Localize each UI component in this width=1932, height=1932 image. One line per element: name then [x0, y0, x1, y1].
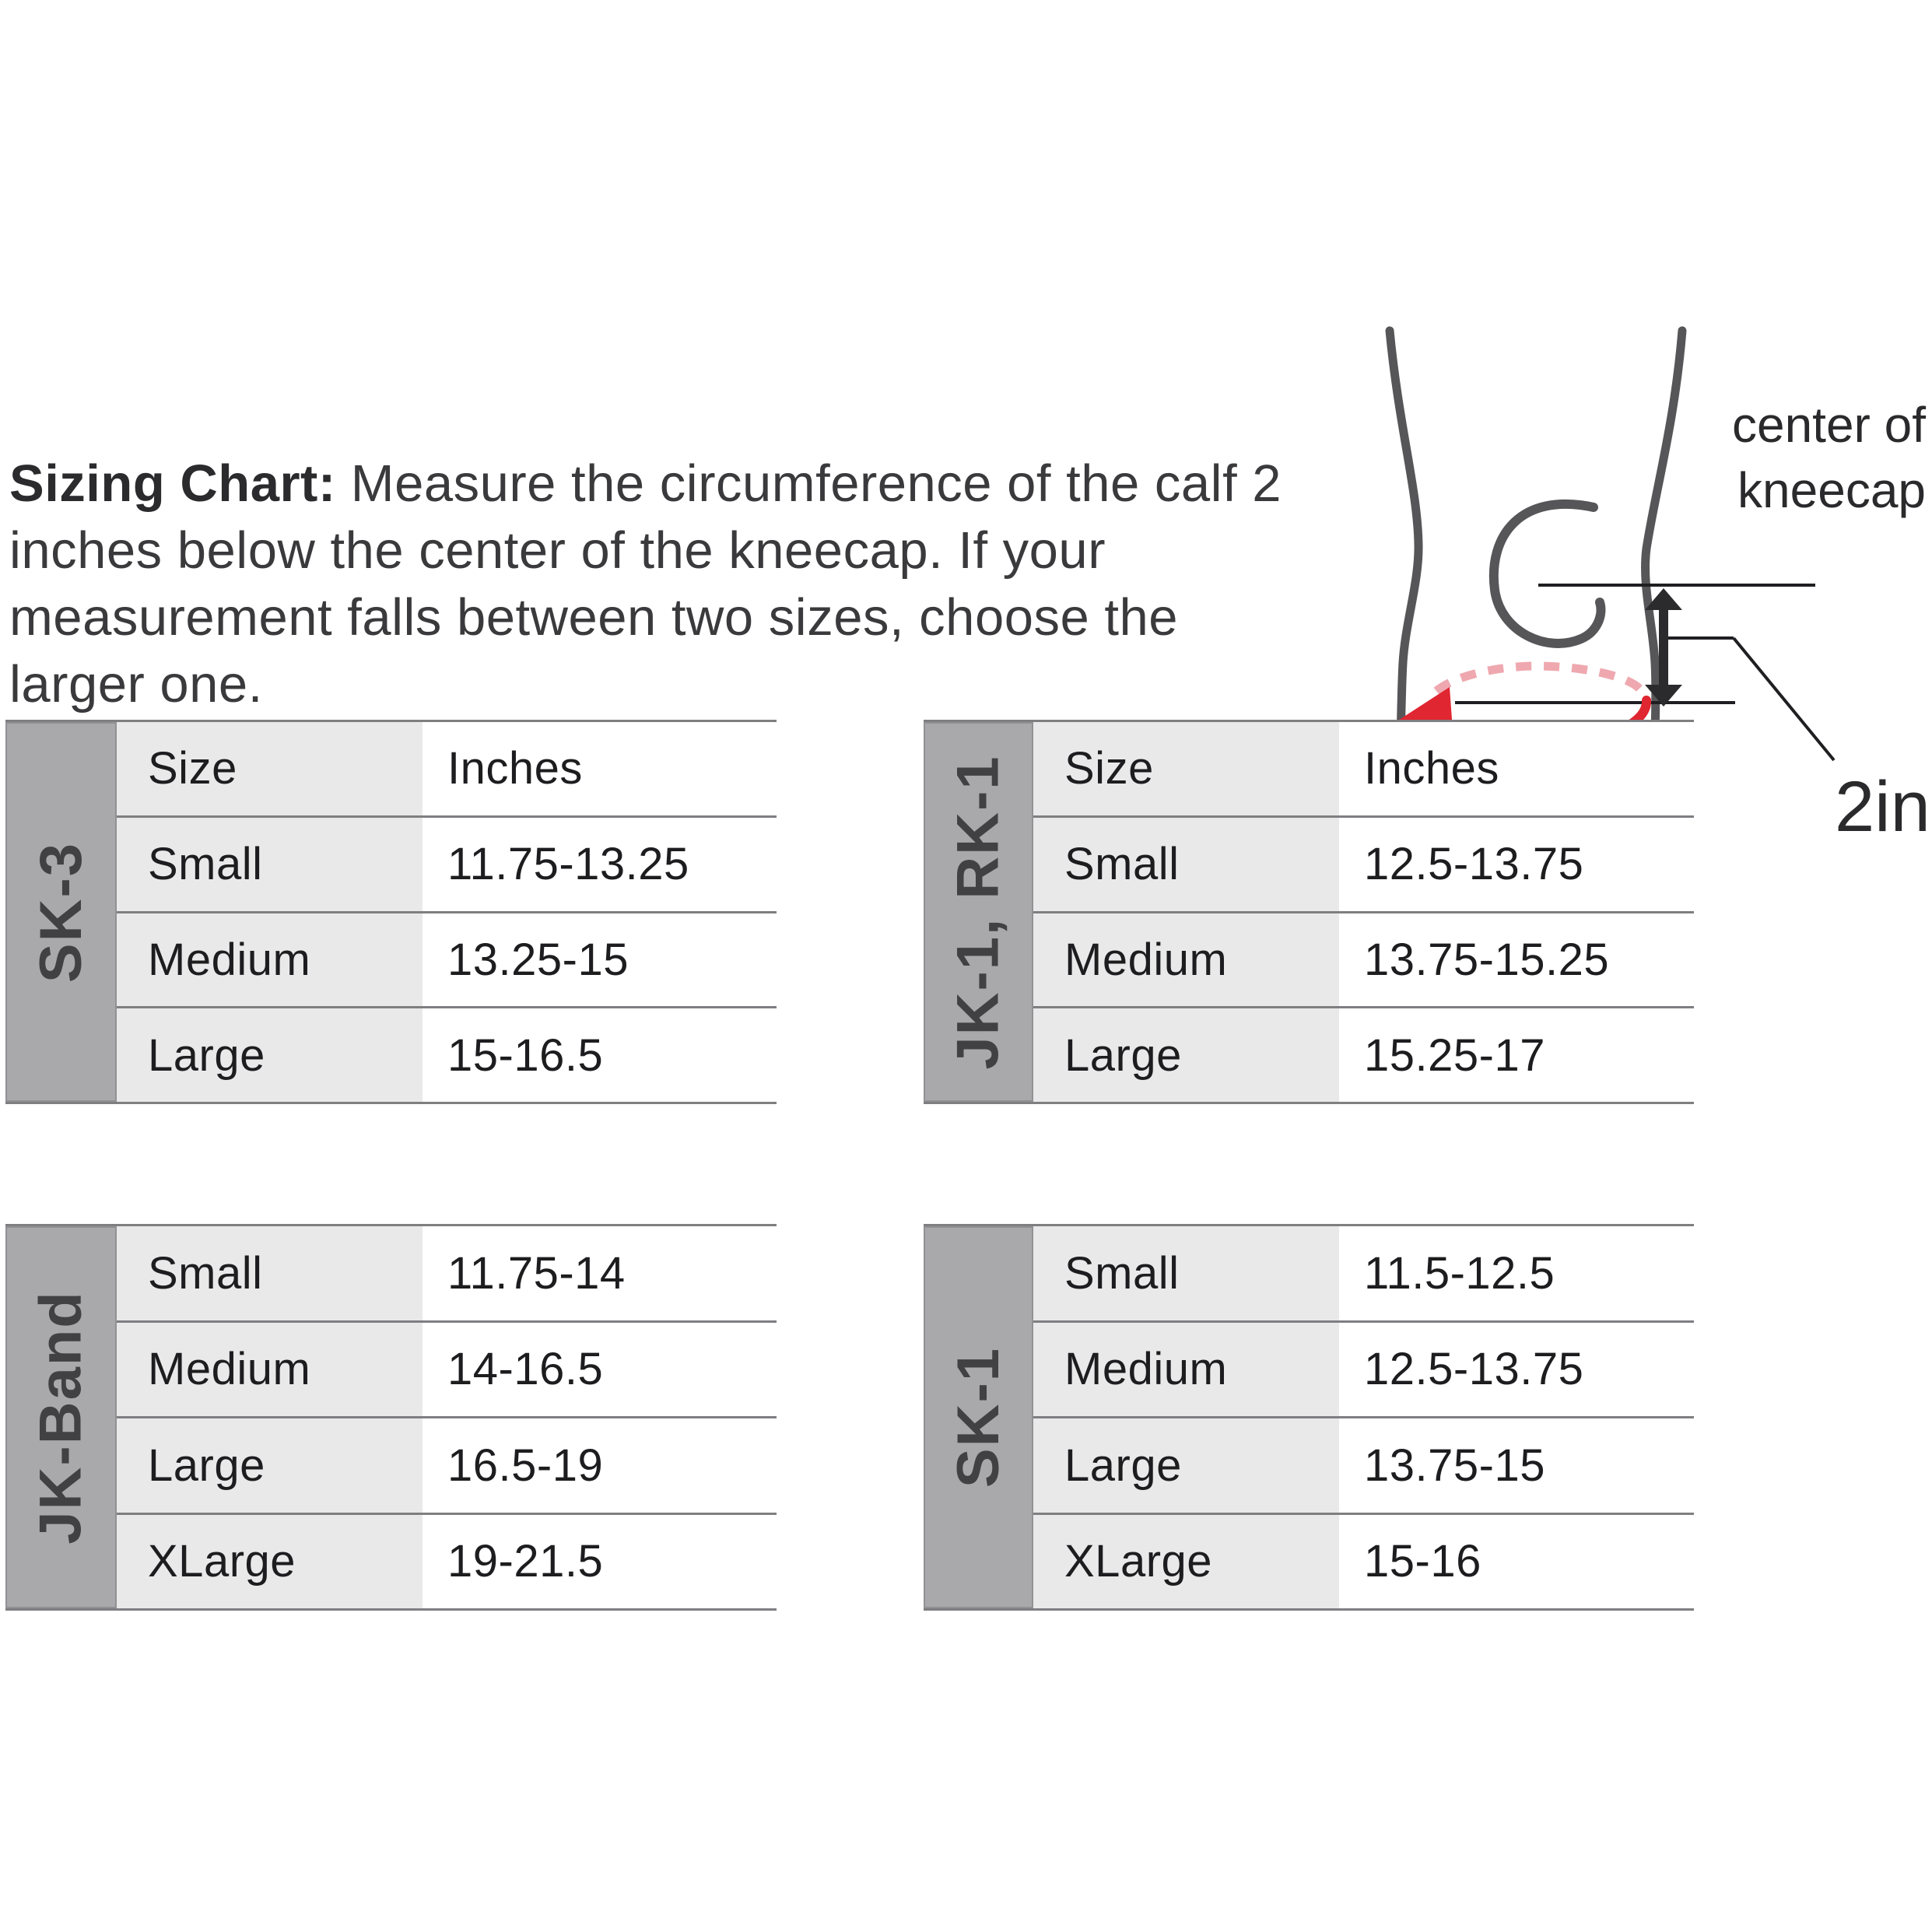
table-sk3-label-bar: SK-3 — [5, 722, 117, 1102]
intro-paragraph: Sizing Chart: Measure the circumference … — [9, 451, 1293, 718]
inches-cell: 16.5-19 — [423, 1418, 777, 1513]
size-cell: Large — [1033, 1418, 1339, 1513]
table-jk-band-label: JK-Band — [28, 1290, 94, 1545]
table-header-row: Size Inches — [117, 722, 777, 815]
size-column-header: Size — [117, 722, 423, 815]
inches-cell: 15-16.5 — [423, 1008, 777, 1102]
inches-column-header: Inches — [1339, 722, 1694, 815]
size-column-header: Size — [1033, 722, 1339, 815]
center-of-kneecap-label-line2: kneecap — [1737, 462, 1926, 518]
table-jk1-rk1-label: JK-1, RK-1 — [945, 754, 1012, 1070]
table-jk1-rk1-label-bar: JK-1, RK-1 — [924, 722, 1033, 1102]
intro-body: Measure the circumference of the calf 2 … — [9, 454, 1282, 714]
size-cell: Small — [117, 817, 423, 911]
table-row: Medium 12.5-13.75 — [1033, 1320, 1694, 1416]
table-row: Small 11.75-13.25 — [117, 815, 777, 911]
size-cell: XLarge — [1033, 1514, 1339, 1608]
size-cell: Small — [1033, 817, 1339, 911]
size-cell: Medium — [1033, 913, 1339, 1007]
double-arrow-bottom-head-icon — [1645, 685, 1682, 707]
inches-cell: 15-16 — [1339, 1514, 1694, 1608]
inches-cell: 11.5-12.5 — [1339, 1226, 1694, 1320]
tape-back-dashed-arc-icon — [1433, 661, 1644, 695]
table-row: XLarge 15-16 — [1033, 1512, 1694, 1608]
table-row: Small 11.75-14 — [117, 1226, 777, 1320]
inches-cell: 19-21.5 — [423, 1514, 777, 1608]
inches-cell: 11.75-13.25 — [423, 817, 777, 911]
leader-line-to-2in — [1732, 636, 1836, 762]
size-cell: Large — [117, 1418, 423, 1513]
size-cell: Large — [117, 1008, 423, 1102]
table-sk1-label-bar: SK-1 — [924, 1226, 1033, 1608]
table-row: Medium 14-16.5 — [117, 1320, 777, 1416]
kneecap-outline-icon — [1488, 499, 1606, 648]
table-sk1: SK-1 Small 11.5-12.5 Medium 12.5-13.75 L… — [924, 1224, 1694, 1611]
table-row: Large 15.25-17 — [1033, 1006, 1694, 1102]
center-of-kneecap-label-line1: center of — [1732, 397, 1926, 453]
inches-cell: 13.75-15 — [1339, 1418, 1694, 1513]
table-sk3-rows: Size Inches Small 11.75-13.25 Medium 13.… — [117, 722, 777, 1102]
size-cell: Large — [1033, 1008, 1339, 1102]
inches-cell: 12.5-13.75 — [1339, 817, 1694, 911]
table-sk1-rows: Small 11.5-12.5 Medium 12.5-13.75 Large … — [1033, 1226, 1694, 1608]
size-cell: Medium — [117, 1322, 423, 1416]
table-jk-band-label-bar: JK-Band — [5, 1226, 117, 1608]
table-row: XLarge 19-21.5 — [117, 1512, 777, 1608]
table-row: Small 11.5-12.5 — [1033, 1226, 1694, 1320]
intro-title: Sizing Chart: — [9, 454, 336, 513]
table-jk1-rk1-rows: Size Inches Small 12.5-13.75 Medium 13.7… — [1033, 722, 1694, 1102]
table-jk1-rk1: JK-1, RK-1 Size Inches Small 12.5-13.75 … — [924, 720, 1694, 1104]
inches-cell: 13.25-15 — [423, 913, 777, 1007]
double-arrow-top-head-icon — [1645, 588, 1682, 610]
inches-cell: 15.25-17 — [1339, 1008, 1694, 1102]
table-sk3-label: SK-3 — [28, 841, 94, 983]
size-cell: Medium — [1033, 1322, 1339, 1416]
table-sk3: SK-3 Size Inches Small 11.75-13.25 Mediu… — [5, 720, 777, 1104]
inches-column-header: Inches — [423, 722, 777, 815]
table-jk-band: JK-Band Small 11.75-14 Medium 14-16.5 La… — [5, 1224, 777, 1611]
table-header-row: Size Inches — [1033, 722, 1694, 815]
size-cell: Small — [1033, 1226, 1339, 1320]
size-cell: XLarge — [117, 1514, 423, 1608]
size-cell: Medium — [117, 913, 423, 1007]
inches-cell: 14-16.5 — [423, 1322, 777, 1416]
table-row: Medium 13.75-15.25 — [1033, 910, 1694, 1007]
table-row: Medium 13.25-15 — [117, 910, 777, 1007]
inches-cell: 12.5-13.75 — [1339, 1322, 1694, 1416]
table-row: Small 12.5-13.75 — [1033, 815, 1694, 911]
table-jk-band-rows: Small 11.75-14 Medium 14-16.5 Large 16.5… — [117, 1226, 777, 1608]
two-inch-label: 2in — [1835, 767, 1930, 847]
size-cell: Small — [117, 1226, 423, 1320]
table-row: Large 16.5-19 — [117, 1416, 777, 1513]
inches-cell: 13.75-15.25 — [1339, 913, 1694, 1007]
table-row: Large 13.75-15 — [1033, 1416, 1694, 1513]
table-row: Large 15-16.5 — [117, 1006, 777, 1102]
table-sk1-label: SK-1 — [945, 1346, 1012, 1488]
inches-cell: 11.75-14 — [423, 1226, 777, 1320]
